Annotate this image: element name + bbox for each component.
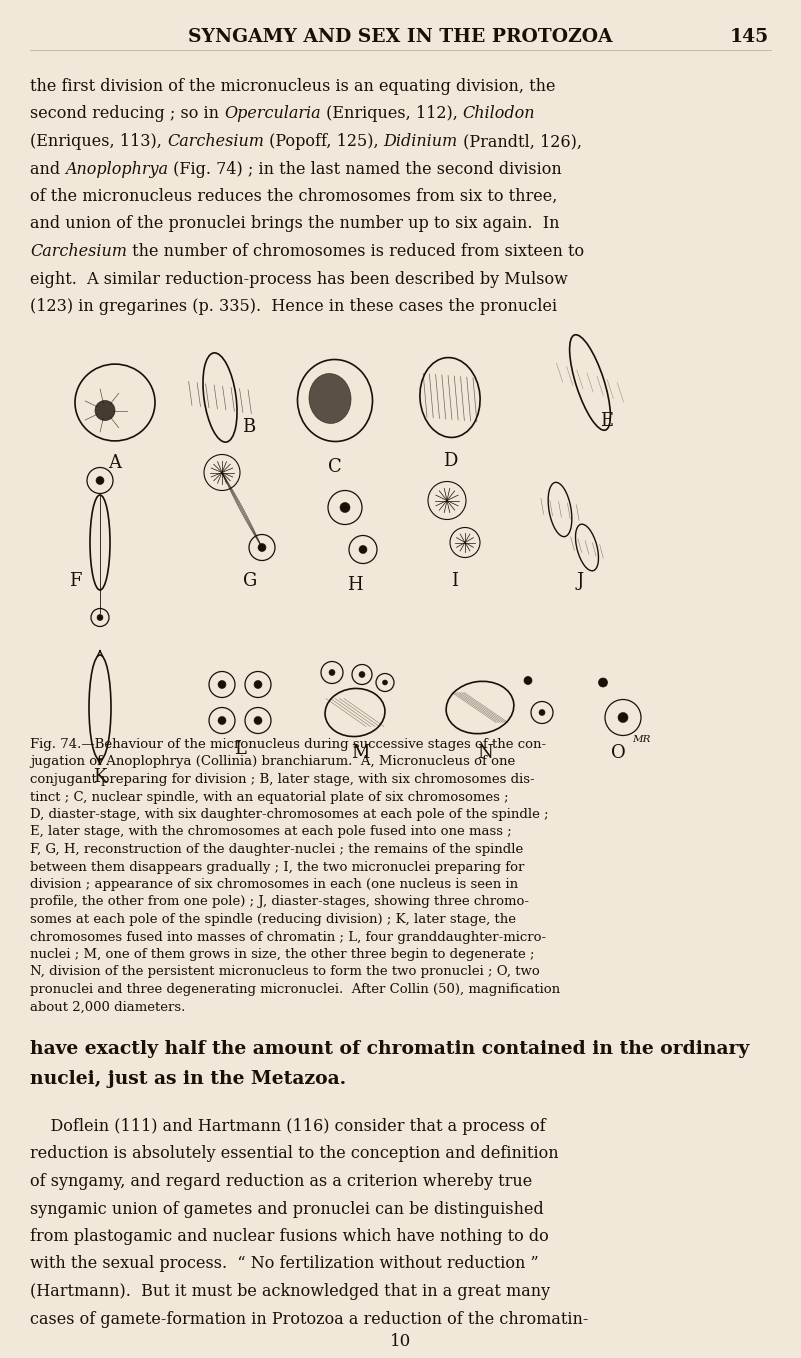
Ellipse shape (309, 373, 351, 424)
Text: A: A (108, 455, 122, 473)
Text: the number of chromosomes is reduced from sixteen to: the number of chromosomes is reduced fro… (127, 243, 584, 259)
Circle shape (598, 678, 607, 687)
Text: MR: MR (632, 735, 650, 743)
Text: profile, the other from one pole) ; J, diaster-stages, showing three chromo-: profile, the other from one pole) ; J, d… (30, 895, 529, 909)
Text: E, later stage, with the chromosomes at each pole fused into one mass ;: E, later stage, with the chromosomes at … (30, 826, 512, 838)
Circle shape (97, 615, 103, 621)
Text: from plastogamic and nuclear fusions which have nothing to do: from plastogamic and nuclear fusions whi… (30, 1228, 549, 1245)
Circle shape (254, 717, 262, 725)
Text: second reducing ; so in: second reducing ; so in (30, 106, 224, 122)
Text: reduction is absolutely essential to the conception and definition: reduction is absolutely essential to the… (30, 1146, 558, 1162)
Text: (123) in gregarines (p. 335).  Hence in these cases the pronuclei: (123) in gregarines (p. 335). Hence in t… (30, 297, 557, 315)
Text: N: N (477, 744, 493, 762)
Text: Anoplophrya: Anoplophrya (65, 160, 168, 178)
Text: of syngamy, and regard reduction as a criterion whereby true: of syngamy, and regard reduction as a cr… (30, 1173, 532, 1190)
Text: the first division of the micronucleus is an equating division, the: the first division of the micronucleus i… (30, 77, 556, 95)
Text: tinct ; C, nuclear spindle, with an equatorial plate of six chromosomes ;: tinct ; C, nuclear spindle, with an equa… (30, 790, 509, 804)
Text: D, diaster-stage, with six daughter-chromosomes at each pole of the spindle ;: D, diaster-stage, with six daughter-chro… (30, 808, 549, 822)
Circle shape (218, 717, 226, 725)
Text: (Fig. 74) ; in the last named the second division: (Fig. 74) ; in the last named the second… (168, 160, 562, 178)
Circle shape (329, 669, 335, 675)
Ellipse shape (95, 401, 115, 421)
Text: have exactly half the amount of chromatin contained in the ordinary: have exactly half the amount of chromati… (30, 1040, 750, 1058)
Text: Opercularia: Opercularia (224, 106, 320, 122)
Text: with the sexual process.  “ No fertilization without reduction ”: with the sexual process. “ No fertilizat… (30, 1256, 538, 1272)
Text: between them disappears gradually ; I, the two micronuclei preparing for: between them disappears gradually ; I, t… (30, 861, 525, 873)
Text: conjugant preparing for division ; B, later stage, with six chromosomes dis-: conjugant preparing for division ; B, la… (30, 773, 534, 786)
Text: of the micronucleus reduces the chromosomes from six to three,: of the micronucleus reduces the chromoso… (30, 187, 557, 205)
Text: 145: 145 (730, 29, 769, 46)
Text: E: E (600, 413, 613, 430)
Text: N, division of the persistent micronucleus to form the two pronuclei ; O, two: N, division of the persistent micronucle… (30, 966, 540, 979)
Text: chromosomes fused into masses of chromatin ; L, four granddaughter-micro-: chromosomes fused into masses of chromat… (30, 930, 546, 944)
Text: L: L (234, 740, 246, 759)
Text: (Hartmann).  But it must be acknowledged that in a great many: (Hartmann). But it must be acknowledged … (30, 1283, 550, 1300)
Text: SYNGAMY AND SEX IN THE PROTOZOA: SYNGAMY AND SEX IN THE PROTOZOA (188, 29, 613, 46)
Text: Carchesium: Carchesium (167, 133, 264, 149)
Circle shape (383, 680, 388, 684)
Text: eight.  A similar reduction-process has been described by Mulsow: eight. A similar reduction-process has b… (30, 270, 568, 288)
Circle shape (359, 546, 367, 554)
Text: division ; appearance of six chromosomes in each (one nucleus is seen in: division ; appearance of six chromosomes… (30, 879, 518, 891)
Circle shape (618, 713, 628, 722)
Text: Chilodon: Chilodon (463, 106, 535, 122)
Text: (Prandtl, 126),: (Prandtl, 126), (457, 133, 582, 149)
Text: somes at each pole of the spindle (reducing division) ; K, later stage, the: somes at each pole of the spindle (reduc… (30, 913, 516, 926)
Text: and union of the pronuclei brings the number up to six again.  In: and union of the pronuclei brings the nu… (30, 216, 560, 232)
Text: F: F (70, 573, 82, 591)
Text: (Enriques, 113),: (Enriques, 113), (30, 133, 167, 149)
Text: nuclei, just as in the Metazoa.: nuclei, just as in the Metazoa. (30, 1070, 346, 1088)
Text: nuclei ; M, one of them grows in size, the other three begin to degenerate ;: nuclei ; M, one of them grows in size, t… (30, 948, 534, 961)
Text: M: M (351, 744, 369, 762)
Text: B: B (242, 417, 256, 436)
Text: Didinium: Didinium (384, 133, 457, 149)
Text: Fig. 74.—Behaviour of the micronucleus during successive stages of the con-: Fig. 74.—Behaviour of the micronucleus d… (30, 737, 546, 751)
Circle shape (254, 680, 262, 689)
Text: about 2,000 diameters.: about 2,000 diameters. (30, 1001, 185, 1013)
Text: K: K (93, 767, 107, 785)
Circle shape (96, 477, 104, 485)
Text: Doflein (111) and Hartmann (116) consider that a process of: Doflein (111) and Hartmann (116) conside… (30, 1118, 545, 1135)
Text: and: and (30, 160, 65, 178)
Text: O: O (610, 744, 626, 762)
Circle shape (524, 676, 532, 684)
Circle shape (218, 680, 226, 689)
Text: syngamic union of gametes and pronuclei can be distinguished: syngamic union of gametes and pronuclei … (30, 1200, 544, 1218)
Circle shape (359, 671, 365, 678)
Text: G: G (243, 573, 257, 591)
Text: J: J (577, 573, 584, 591)
Text: cases of gamete-formation in Protozoa a reduction of the chromatin-: cases of gamete-formation in Protozoa a … (30, 1310, 589, 1328)
Text: D: D (443, 452, 457, 470)
Text: pronuclei and three degenerating micronuclei.  After Collin (50), magnification: pronuclei and three degenerating micronu… (30, 983, 560, 995)
Text: Carchesium: Carchesium (30, 243, 127, 259)
Text: H: H (347, 576, 363, 593)
Text: jugation of Anoplophrya (Collinia) branchiarum.  A, Micronucleus of one: jugation of Anoplophrya (Collinia) branc… (30, 755, 515, 769)
Circle shape (340, 502, 350, 512)
Text: I: I (452, 573, 458, 591)
Text: (Enriques, 112),: (Enriques, 112), (320, 106, 463, 122)
Text: F, G, H, reconstruction of the daughter-nuclei ; the remains of the spindle: F, G, H, reconstruction of the daughter-… (30, 843, 523, 856)
Text: (Popoff, 125),: (Popoff, 125), (264, 133, 384, 149)
Text: C: C (328, 458, 342, 475)
Text: 10: 10 (390, 1334, 411, 1350)
Circle shape (258, 543, 266, 551)
Circle shape (539, 709, 545, 716)
